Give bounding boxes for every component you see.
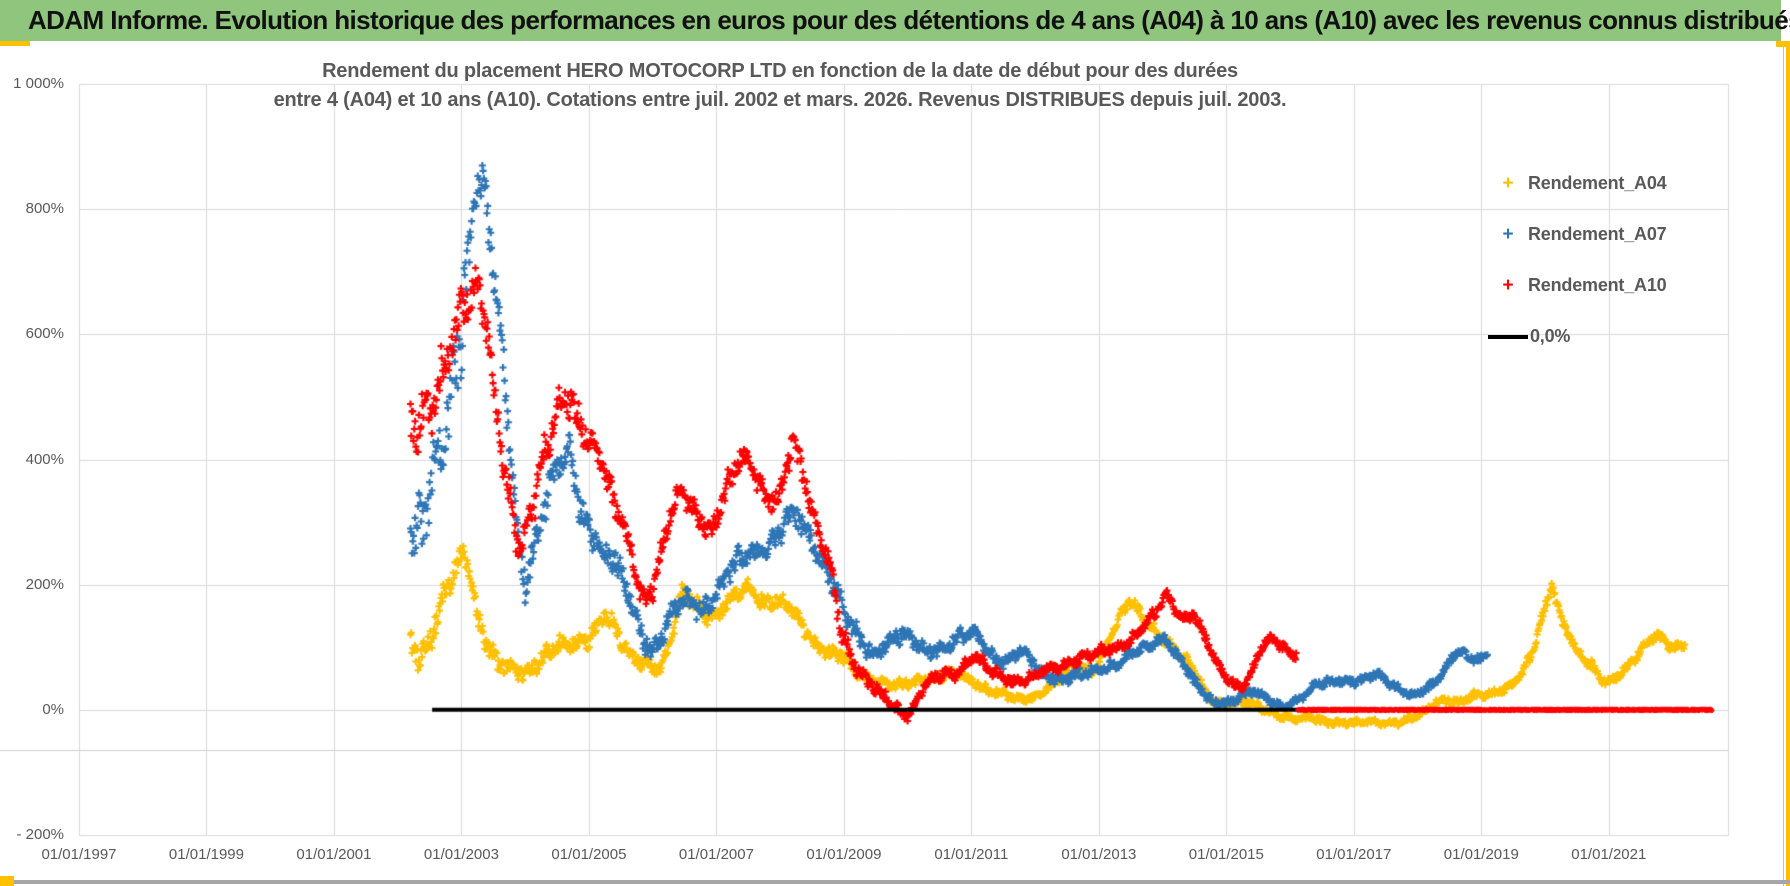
x-axis-tick-label: 01/01/2001 [296,846,372,863]
chart-title-line1: Rendement du placement HERO MOTOCORP LTD… [322,60,1238,82]
x-axis-tick-label: 01/01/2005 [551,846,627,863]
legend-line-marker-icon [1488,334,1528,339]
x-axis-tick-label: 01/01/1999 [168,846,244,863]
frame-top-left-accent [0,41,30,46]
x-axis-tick-label: 01/01/2007 [678,846,754,863]
chart-title: Rendement du placement HERO MOTOCORP LTD… [240,57,1320,115]
x-axis-tick-label: 01/01/2019 [1443,846,1519,863]
x-axis-tick-label: 01/01/2009 [806,846,882,863]
y-axis-tick-label: 400% [25,450,64,468]
legend-label: Rendement_A04 [1528,173,1667,193]
legend-label: Rendement_A07 [1528,224,1667,244]
legend-plus-marker-icon: + [1502,275,1514,296]
legend-label: Rendement_A10 [1528,275,1667,295]
x-axis-tick-label: 01/01/2011 [934,846,1009,863]
y-axis-tick-label: 800% [25,200,64,218]
window-title-bar: ADAM Informe. Evolution historique des p… [0,0,1790,41]
frame-bottom-left-accent [0,876,14,886]
y-axis-tick-label: 200% [25,575,64,593]
x-axis-tick-label: 01/01/2017 [1316,846,1392,863]
x-axis-tick-label: 01/01/2013 [1061,846,1137,863]
legend-item-rendement-a04: + Rendement_A04 [1488,158,1728,209]
x-axis-tick-label: 01/01/1997 [41,846,117,863]
chart-title-line2: entre 4 (A04) et 10 ans (A10). Cotations… [273,89,1287,111]
y-axis-tick-label: 1 000% [13,75,64,92]
legend-item-rendement-a10: + Rendement_A10 [1488,260,1728,311]
y-axis-tick-label: 600% [25,325,64,343]
frame-bottom-gray-bar [0,880,1790,884]
x-axis-tick-label: 01/01/2003 [423,846,499,863]
y-axis-tick-label: 0% [42,700,64,718]
legend-plus-marker-icon: + [1502,224,1514,245]
frame-right-gray-line [1783,41,1784,886]
x-axis-tick-label: 01/01/2021 [1571,846,1647,863]
chart-legend: + Rendement_A04 + Rendement_A07 + Rendement_A… [1488,158,1728,362]
window-title: ADAM Informe. Evolution historique des p… [28,5,1790,35]
legend-label: 0,0% [1530,326,1571,346]
y-axis-tick-label: - 200% [16,826,64,843]
frame-right-accent-bar [1786,41,1790,886]
legend-item-rendement-a07: + Rendement_A07 [1488,209,1728,260]
legend-item-0-0-: 0,0% [1488,311,1728,362]
x-axis-tick-label: 01/01/2015 [1188,846,1264,863]
legend-plus-marker-icon: + [1502,173,1514,194]
